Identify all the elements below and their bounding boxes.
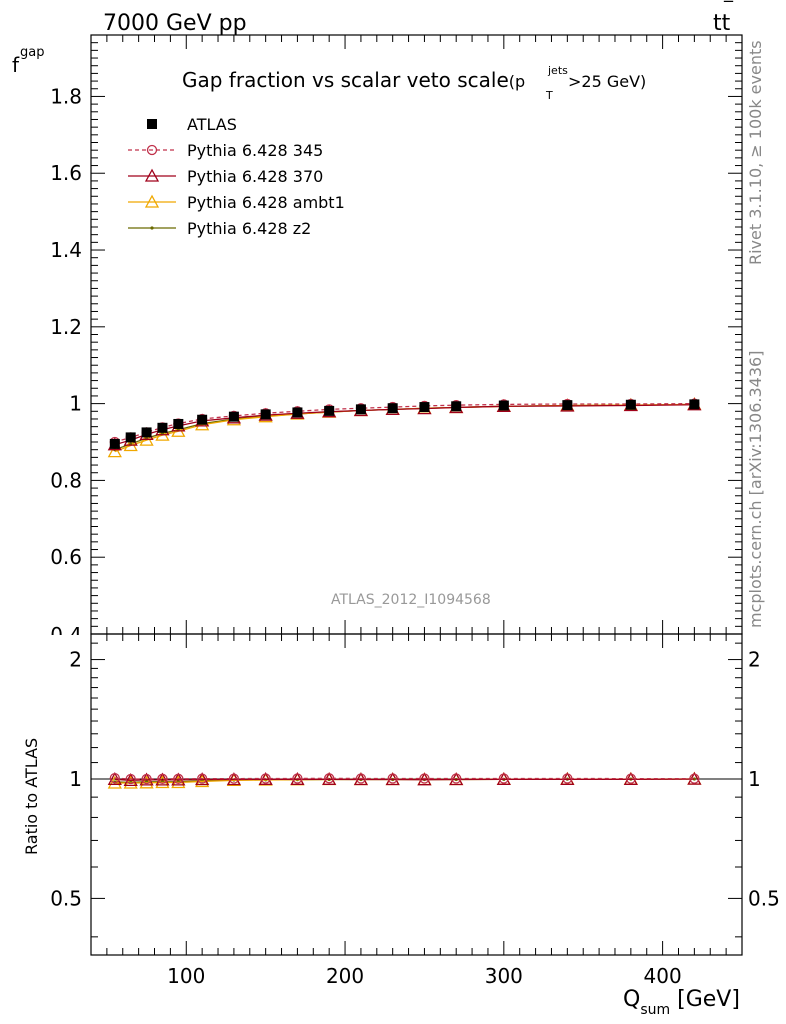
ratio-panel: 100 200 300 400 0.5 0.5 1 1 2 2 bbox=[50, 35, 780, 988]
series-0-point bbox=[324, 405, 335, 416]
y-tick-label: 0.6 bbox=[50, 545, 82, 569]
series-1-ratio-point bbox=[109, 772, 120, 784]
main-panel: 0.40.60.811.21.41.61.8 bbox=[40, 34, 743, 955]
series-3-ratio-point bbox=[195, 774, 210, 788]
series-1-ratio-point bbox=[355, 773, 367, 784]
series-3-point bbox=[107, 444, 122, 458]
legend-entry-4-marker bbox=[150, 226, 154, 230]
rivet-label: Rivet 3.1.10, ≥ 100k events bbox=[746, 40, 765, 265]
series-0-point bbox=[355, 404, 366, 415]
y-tick-label: 1.6 bbox=[50, 161, 82, 185]
y-tick-label: 1 bbox=[69, 392, 82, 416]
series-1-ratio-point bbox=[125, 773, 136, 785]
chart-title-sup: jets bbox=[547, 64, 568, 77]
series-1-ratio-point bbox=[292, 773, 303, 784]
legend-entry-4-label: Pythia 6.428 z2 bbox=[187, 219, 311, 238]
ratio-tick-label-right: 1 bbox=[748, 767, 761, 791]
process-label: tt bbox=[713, 11, 731, 36]
legend-entry-2-label: Pythia 6.428 370 bbox=[187, 167, 323, 186]
process-bar: ‾ bbox=[723, 0, 734, 19]
series-0-point bbox=[625, 399, 636, 410]
legend: ATLAS Pythia 6.428 345 Pythia 6.428 370 Pyt… bbox=[128, 115, 345, 238]
series-1-ratio-point bbox=[451, 773, 462, 784]
series-1-ratio-point bbox=[324, 773, 335, 784]
series-1-ratio-point bbox=[419, 773, 430, 784]
series-1-ratio-point bbox=[228, 773, 240, 784]
ratio-frame bbox=[90, 633, 743, 956]
y-axis-label-main: f bbox=[12, 53, 20, 77]
chart-title-tail: >25 GeV) bbox=[568, 72, 646, 91]
ratio-y-axis-label: Ratio to ATLAS bbox=[22, 738, 41, 855]
y-tick-label: 0.8 bbox=[50, 468, 82, 492]
chart-title: Gap fraction vs scalar veto scale(p bbox=[182, 68, 525, 92]
series-2-ratio-point bbox=[417, 772, 432, 786]
series-3-line bbox=[114, 403, 695, 453]
series-0-point bbox=[419, 402, 430, 413]
series-0-point bbox=[173, 418, 184, 429]
series-0-point bbox=[387, 403, 398, 414]
ratio-tick-label-right: 0.5 bbox=[748, 886, 780, 910]
x-axis-label-sub: sum bbox=[640, 1002, 670, 1018]
series-0-point bbox=[125, 432, 136, 443]
series-0-point bbox=[689, 399, 700, 410]
x-axis-label-main: Q bbox=[623, 987, 640, 1012]
ratio-tick-label: 1 bbox=[69, 767, 82, 791]
series-0-point bbox=[562, 400, 573, 411]
x-axis-label: Qsum [GeV] bbox=[623, 987, 740, 1018]
legend-entry-0-label: ATLAS bbox=[187, 115, 237, 134]
series-1-ratio-point bbox=[260, 773, 271, 784]
series-1-ratio-line bbox=[114, 777, 695, 780]
series-0-point bbox=[228, 411, 239, 422]
legend-entry-1-label: Pythia 6.428 345 bbox=[187, 141, 323, 160]
series-0-point bbox=[292, 407, 303, 418]
x-axis-label-tail: [GeV] bbox=[670, 987, 740, 1012]
series-4-line bbox=[114, 403, 695, 451]
chart-title-sub: T bbox=[545, 89, 553, 102]
legend-entry-2-marker bbox=[144, 168, 160, 182]
x-tick-label: 200 bbox=[326, 964, 364, 988]
legend-entry-1-marker bbox=[146, 144, 158, 156]
mcplots-label: mcplots.cern.ch [arXiv:1306.3436] bbox=[746, 351, 765, 628]
series-0-point bbox=[451, 401, 462, 412]
energy-label: 7000 GeV pp bbox=[103, 11, 247, 36]
y-tick-label: 1.8 bbox=[50, 84, 82, 108]
series-0-point bbox=[197, 414, 208, 425]
x-tick-label: 100 bbox=[167, 964, 205, 988]
series-2-ratio-point bbox=[123, 773, 138, 787]
y-tick-label: 1.4 bbox=[50, 238, 82, 262]
series-0-point bbox=[109, 438, 120, 449]
y-axis-label-sub: gap bbox=[20, 45, 44, 60]
chart-title-main: Gap fraction vs scalar veto scale bbox=[182, 68, 509, 92]
series-1-ratio-point bbox=[173, 773, 184, 784]
series-0-point bbox=[260, 409, 271, 420]
analysis-watermark: ATLAS_2012_I1094568 bbox=[331, 592, 491, 608]
series-1-ratio-point bbox=[387, 773, 398, 784]
series-3-ratio-point bbox=[107, 775, 122, 789]
label-mask bbox=[40, 635, 90, 647]
series-0-point bbox=[498, 400, 509, 411]
chart-title-paren: (p bbox=[509, 72, 525, 91]
x-tick-label: 300 bbox=[485, 964, 523, 988]
series-1-ratio-point bbox=[196, 773, 208, 784]
legend-entry-3-label: Pythia 6.428 ambt1 bbox=[187, 193, 345, 212]
legend-entry-3-marker bbox=[144, 194, 160, 208]
x-tick-label: 400 bbox=[644, 964, 682, 988]
y-tick-label: 1.2 bbox=[50, 315, 82, 339]
series-0-point bbox=[141, 427, 152, 438]
series-1-ratio-point bbox=[498, 773, 509, 784]
legend-entry-0-marker bbox=[147, 119, 157, 129]
ratio-tick-label-right: 2 bbox=[748, 648, 761, 672]
ratio-tick-label: 0.5 bbox=[50, 886, 82, 910]
ratio-tick-label: 2 bbox=[69, 648, 82, 672]
series-2-ratio-point bbox=[353, 772, 369, 786]
series-1-ratio-point bbox=[625, 773, 637, 784]
y-axis-label: fgap bbox=[12, 45, 45, 77]
series-0-point bbox=[157, 422, 168, 433]
series-1-ratio-point bbox=[562, 773, 573, 784]
series-1-ratio-point bbox=[157, 773, 168, 784]
series-1-ratio-point bbox=[141, 773, 152, 785]
series-1-ratio-point bbox=[689, 773, 700, 784]
